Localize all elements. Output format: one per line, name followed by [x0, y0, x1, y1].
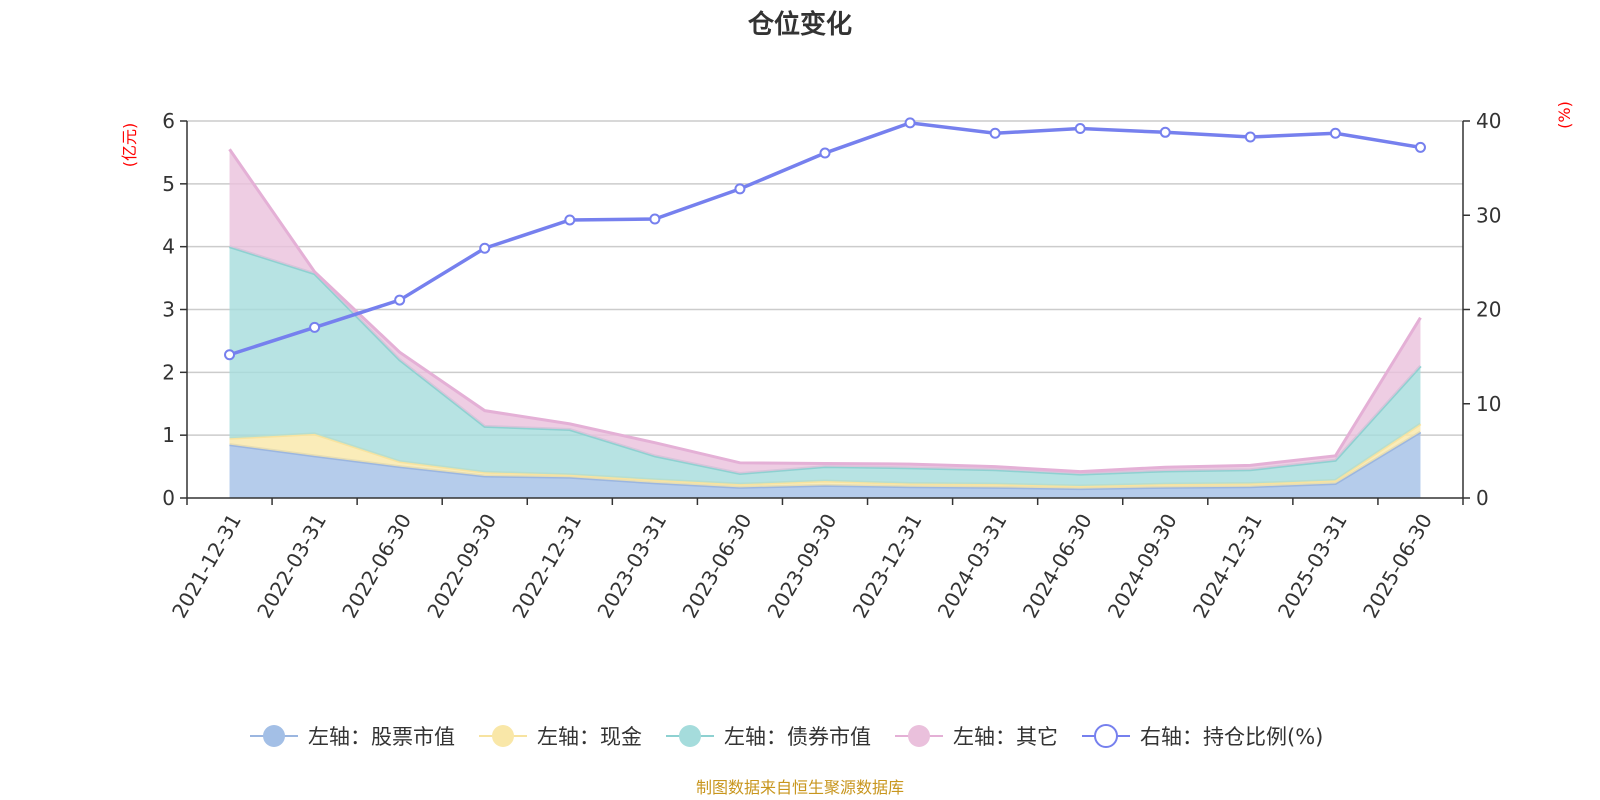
right-tick-label: 0 [1476, 486, 1489, 510]
x-tick-label: 2024-06-30 [1018, 510, 1097, 623]
x-tick-label: 2023-12-31 [848, 510, 927, 623]
x-tick-label: 2022-06-30 [337, 509, 416, 622]
left-tick-label: 1 [162, 423, 175, 447]
legend-item-1: 左轴：股票市值 [250, 725, 455, 749]
x-tick-label: 2025-06-30 [1358, 510, 1437, 623]
area-series-1 [229, 432, 1421, 498]
ratio-point [904, 117, 916, 129]
x-tick-label: 2023-03-31 [592, 510, 671, 623]
left-tick-label: 4 [162, 235, 175, 259]
ratio-point [734, 183, 746, 195]
ratio-point [309, 321, 321, 333]
right-tick-label: 40 [1476, 109, 1501, 133]
legend-label: 左轴：股票市值 [308, 725, 455, 749]
left-tick-label: 3 [162, 298, 175, 322]
x-tick-label: 2024-12-31 [1188, 510, 1267, 623]
right-tick-label: 10 [1476, 392, 1501, 416]
x-tick-label: 2024-03-31 [933, 509, 1012, 622]
x-tick-label: 2025-03-31 [1273, 510, 1352, 623]
right-tick-label: 20 [1476, 298, 1501, 322]
legend-marker [263, 725, 285, 747]
ratio-point [1244, 131, 1256, 143]
legend: 左轴：股票市值 左轴：现金 左轴：债券市值 左轴：其它 右轴：持仓比例(%) [250, 724, 1323, 749]
ratio-point [1159, 126, 1171, 138]
legend-marker [679, 725, 701, 747]
x-tick-label: 2024-09-30 [1103, 510, 1182, 623]
x-tick-label: 2022-09-30 [422, 510, 501, 623]
data-source-note: 制图数据来自恒生聚源数据库 [696, 778, 904, 797]
x-tick-label: 2022-03-31 [252, 510, 331, 623]
ratio-point [989, 127, 1001, 139]
stacked-areas [228, 148, 1422, 498]
x-tick-label: 2021-12-31 [167, 510, 246, 623]
x-tick-label: 2023-09-30 [763, 510, 842, 623]
ratio-point [819, 147, 831, 159]
ratio-point [479, 242, 491, 254]
x-tick-label: 2022-12-31 [507, 510, 586, 623]
legend-label: 左轴：其它 [953, 725, 1058, 749]
left-tick-label: 6 [162, 109, 175, 133]
left-tick-label: 0 [162, 486, 175, 510]
ratio-point [394, 294, 406, 306]
left-tick-label: 2 [162, 360, 175, 384]
left-tick-label: 5 [162, 172, 175, 196]
ratio-point [1414, 141, 1426, 153]
right-tick-label: 30 [1476, 203, 1501, 227]
legend-marker [1094, 724, 1118, 748]
left-axis-unit: (亿元) [120, 123, 139, 168]
legend-item-5: 右轴：持仓比例(%) [1082, 724, 1323, 749]
legend-item-3: 左轴：债券市值 [666, 725, 871, 749]
legend-marker [908, 725, 930, 747]
area-series-4-edge [228, 148, 1422, 474]
ratio-point [649, 213, 661, 225]
legend-marker [492, 725, 514, 747]
ratio-point [1329, 127, 1341, 139]
legend-label: 左轴：现金 [537, 725, 642, 749]
legend-item-4: 左轴：其它 [895, 725, 1058, 749]
ratio-line-layer [224, 117, 1426, 361]
ratio-point [1074, 123, 1086, 135]
ratio-point [564, 214, 576, 226]
legend-label: 左轴：债券市值 [724, 725, 871, 749]
legend-item-2: 左轴：现金 [479, 725, 642, 749]
legend-label: 右轴：持仓比例(%) [1140, 725, 1323, 749]
ratio-point [224, 349, 236, 361]
chart-title: 仓位变化 [747, 9, 852, 40]
x-tick-label: 2023-06-30 [677, 510, 756, 623]
right-axis-unit: (%) [1555, 101, 1574, 129]
